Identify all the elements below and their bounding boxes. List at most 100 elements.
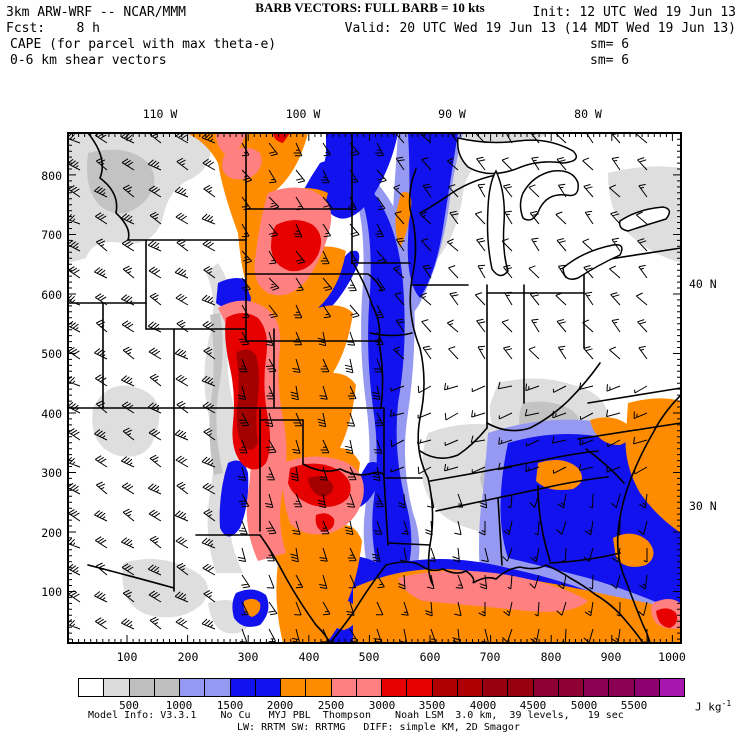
init-time: Init: 12 UTC Wed 19 Jun 13 xyxy=(532,5,737,20)
cape-contour-fill xyxy=(625,398,681,533)
border-line xyxy=(259,534,331,643)
cape-contour-fill xyxy=(363,188,412,588)
border-line xyxy=(419,427,488,459)
border-line xyxy=(429,450,599,482)
storm-motion-1: sm= 6 xyxy=(590,37,630,52)
x-tick-label: 1000 xyxy=(658,650,686,664)
lake-outline xyxy=(456,137,578,175)
border-line xyxy=(87,133,130,241)
colorbar-cell xyxy=(79,679,104,696)
colorbar-cell xyxy=(128,679,154,696)
lake-outline xyxy=(562,243,623,280)
lat-label: 40 N xyxy=(689,277,717,291)
y-tick-label: 400 xyxy=(41,407,62,421)
y-tick-label: 200 xyxy=(41,526,62,540)
cape-contour-fill xyxy=(209,313,223,475)
colorbar-tick-label: 1500 xyxy=(216,699,244,712)
x-tick-label: 600 xyxy=(419,650,441,664)
colorbar-cell xyxy=(305,679,331,696)
colorbar-cell xyxy=(532,679,558,696)
map-frame xyxy=(67,132,682,644)
x-tick-label: 700 xyxy=(479,650,501,664)
colorbar-cell xyxy=(179,679,205,696)
colorbar-cell xyxy=(204,679,230,696)
forecast-hour: Fcst: 8 h xyxy=(6,21,100,36)
lon-label: 80 W xyxy=(574,107,602,121)
y-tick-label: 500 xyxy=(41,347,62,361)
border-line xyxy=(369,332,413,337)
colorbar-tick-label: 4500 xyxy=(519,699,547,712)
x-tick-label: 100 xyxy=(116,650,138,664)
vector-title: 0-6 km shear vectors xyxy=(10,53,167,68)
lon-label: 110 W xyxy=(142,107,178,121)
colorbar-cell xyxy=(103,679,129,696)
border-line xyxy=(486,362,601,432)
great-lakes xyxy=(456,137,671,280)
cape-contour-fill xyxy=(398,570,588,612)
cape-contour-fill xyxy=(216,133,246,155)
map-content xyxy=(68,133,681,643)
colorbar-cell xyxy=(153,679,179,696)
x-tick-label: 200 xyxy=(177,650,199,664)
border-line xyxy=(616,394,681,643)
border-line xyxy=(245,273,383,292)
lat-label: 30 N xyxy=(689,499,717,513)
valid-time: Valid: 20 UTC Wed 19 Jun 13 (14 MDT Wed … xyxy=(344,21,736,36)
border-line xyxy=(385,561,644,643)
colorbar-tick-label: 2000 xyxy=(266,699,294,712)
frame-border xyxy=(67,132,682,644)
model-info-line2: LW: RRTM SW: RRTMG DIFF: simple KM, 2D S… xyxy=(237,722,520,733)
colorbar-cell xyxy=(482,679,508,696)
colorbar-cell xyxy=(583,679,609,696)
cape-contour-fill xyxy=(236,349,260,450)
x-tick-label: 400 xyxy=(298,650,320,664)
axis-ticks xyxy=(68,132,681,643)
colorbar-tick-label: 3000 xyxy=(368,699,396,712)
lake-outline xyxy=(618,206,671,232)
x-tick-label: 900 xyxy=(600,650,622,664)
colorbar-cell xyxy=(456,679,482,696)
colorbar-tick-label: 500 xyxy=(119,699,139,712)
colorbar-tick-label: 3500 xyxy=(418,699,446,712)
y-tick-label: 800 xyxy=(41,169,62,183)
border-line xyxy=(497,497,503,566)
colorbar-cell xyxy=(406,679,432,696)
border-line xyxy=(383,477,389,546)
y-tick-label: 300 xyxy=(41,466,62,480)
colorbar-tick-label: 1000 xyxy=(165,699,193,712)
border-line xyxy=(435,476,609,512)
colorbar-cell xyxy=(229,679,255,696)
model-info-line1: Model Info: V3.3.1 No Cu MYJ PBL Thompso… xyxy=(88,710,624,721)
border-line xyxy=(577,422,681,440)
storm-motion-2: sm= 6 xyxy=(590,53,630,68)
lon-label: 100 W xyxy=(285,107,321,121)
y-tick-label: 700 xyxy=(41,228,62,242)
x-tick-label: 300 xyxy=(237,650,259,664)
y-tick-label: 600 xyxy=(41,288,62,302)
cape-contour-fill xyxy=(315,513,335,532)
colorbar-cell xyxy=(431,679,457,696)
border-line xyxy=(302,463,385,476)
lon-label: 90 W xyxy=(438,107,466,121)
cape-contour-fill xyxy=(407,133,458,298)
lake-outline xyxy=(519,170,579,221)
lake-outline xyxy=(486,169,509,277)
x-tick-label: 800 xyxy=(540,650,562,664)
colorbar-cell xyxy=(254,679,280,696)
cape-contour-fill xyxy=(590,417,632,445)
colorbar-cell xyxy=(608,679,634,696)
colorbar-units: J kg-1 xyxy=(695,699,731,714)
units-exponent: -1 xyxy=(721,699,732,708)
cape-contour-fill xyxy=(273,133,290,143)
colorbar-cell xyxy=(507,679,533,696)
y-tick-label: 100 xyxy=(41,585,62,599)
border-line xyxy=(408,168,434,586)
colorbar-tick-label: 4000 xyxy=(469,699,497,712)
cape-colorbar xyxy=(78,678,685,697)
cape-contour-fill xyxy=(368,619,401,641)
colorbar-cell xyxy=(557,679,583,696)
cape-contour-fill xyxy=(329,599,357,630)
cape-field xyxy=(68,133,681,643)
wind-barbs xyxy=(68,133,648,643)
